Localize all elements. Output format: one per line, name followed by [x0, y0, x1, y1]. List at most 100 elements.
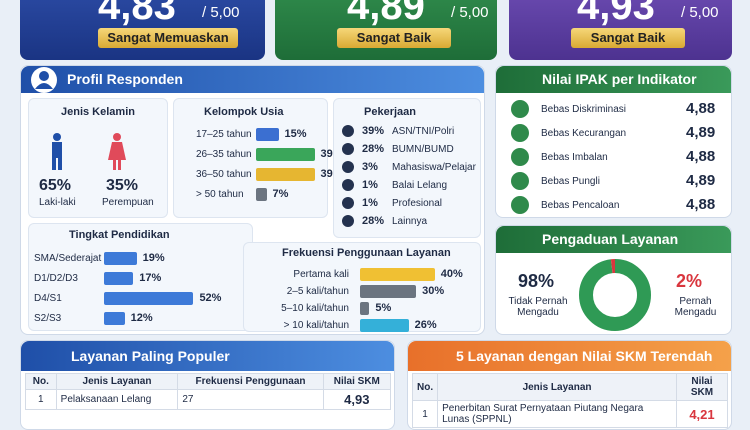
section-title: Jenis Kelamin: [61, 106, 135, 118]
label: Bebas Diskriminasi: [541, 104, 627, 115]
value-label: 17%: [139, 272, 162, 284]
icon: [511, 124, 529, 142]
bar: [104, 272, 134, 285]
gender-icons: [52, 133, 126, 170]
value: 4,88: [686, 196, 716, 213]
score: 4,83: [98, 0, 176, 28]
header-cell: Jenis Layanan: [437, 373, 677, 401]
cell: 1: [25, 389, 57, 410]
gender-box: Jenis Kelamin 65% Laki-laki 35% Perempua…: [28, 98, 168, 218]
category: 17–25 tahun: [196, 129, 252, 140]
bar: [104, 312, 125, 325]
section-title: Frekuensi Penggunaan Layanan: [282, 247, 451, 259]
label: Pernah Mengadu: [674, 296, 717, 318]
populer-panel: Layanan Paling Populer No. Jenis Layanan F…: [20, 340, 395, 430]
score-scale: / 5,00: [451, 4, 489, 21]
terendah-panel: 5 Layanan dengan Nilai SKM Terendah No. J…: [407, 340, 732, 430]
icon: [31, 67, 57, 93]
header-row: No. Jenis Layanan Nilai SKM: [411, 373, 729, 401]
label: Bebas Pencaloan: [541, 200, 620, 211]
frekuensi-box: Frekuensi Penggunaan Layanan Pertama kal…: [243, 242, 481, 332]
bar: [256, 128, 279, 141]
header-cell: Frekuensi Penggunaan: [177, 373, 324, 390]
pct: 35%: [106, 177, 139, 194]
label: ASN/TNI/Polri: [392, 126, 455, 137]
category: SMA/Sederajat: [34, 253, 102, 264]
value-label: 15%: [284, 128, 307, 140]
value-label: 19%: [142, 252, 165, 264]
header-cell: Nilai SKM: [675, 373, 729, 401]
category: 26–35 tahun: [196, 149, 252, 160]
label: BUMN/BUMD: [392, 144, 454, 155]
section-title: Tingkat Pendidikan: [69, 229, 170, 241]
bar: [104, 292, 194, 305]
value-label: 7%: [272, 188, 289, 200]
bar: [256, 168, 315, 181]
value-label: 12%: [130, 312, 153, 324]
icon: [511, 196, 529, 214]
value-label: 40%: [440, 268, 463, 280]
icon: [511, 148, 529, 166]
table: No. Jenis Layanan Frekuensi Penggunaan Nila…: [25, 373, 392, 410]
value-label: 26%: [414, 319, 437, 331]
header-row: No. Jenis Layanan Frekuensi Penggunaan Nila…: [25, 373, 392, 390]
pekerjaan-box: Pekerjaan 39% ASN/TNI/Polri 28% BUMN/BUMD 3%…: [333, 98, 481, 238]
value-label: 30%: [422, 285, 445, 297]
bar: [360, 268, 435, 281]
score-card: 4,83 / 5,00 Sangat Memuaskan: [20, 0, 265, 60]
category: 2–5 kali/tahun: [286, 286, 349, 297]
profil-panel: Profil Responden Jenis Kelamin 65% Laki-…: [20, 65, 485, 335]
value: 4,88: [686, 100, 716, 117]
label: Bebas Kecurangan: [541, 128, 627, 139]
score-card: 4,89 / 5,00 Sangat Baik: [275, 0, 497, 60]
row: 1 Pelaksanaan Lelang 27 4,93: [25, 389, 392, 410]
score: 4,93: [577, 0, 655, 28]
panel-title: Profil Responden: [21, 66, 484, 93]
donut: [579, 259, 651, 331]
value: 4,88: [686, 148, 716, 165]
rating: Sangat Baik: [571, 28, 685, 48]
bar: [360, 319, 409, 332]
label: Bebas Imbalan: [541, 152, 608, 163]
category: S2/S3: [34, 313, 62, 324]
pct: 39%: [362, 125, 385, 137]
rating: Sangat Memuaskan: [98, 28, 238, 48]
label: Lainnya: [392, 216, 428, 227]
category: > 10 kali/tahun: [283, 320, 349, 331]
bar: [256, 148, 315, 161]
bar: [256, 188, 267, 201]
category: 5–10 kali/tahun: [281, 303, 349, 314]
icon: [342, 125, 354, 137]
icon: [342, 161, 354, 173]
label: Balai Lelang: [392, 180, 448, 191]
icon: [511, 172, 529, 190]
cell: Penerbitan Surat Pernyataan Piutang Nega…: [437, 400, 677, 428]
pct: 1%: [362, 197, 378, 209]
header-cell: No.: [25, 373, 57, 390]
pengaduan-panel: Pengaduan Layanan 98% Tidak Pernah Menga…: [495, 225, 732, 335]
pct: 28%: [362, 143, 385, 155]
score-card: 4,93 / 5,00 Sangat Baik: [509, 0, 732, 60]
value-label: 52%: [199, 292, 222, 304]
table: No. Jenis Layanan Nilai SKM 1 Penerbitan Sur…: [411, 373, 729, 428]
category: D1/D2/D3: [34, 273, 78, 284]
header-cell: Jenis Layanan: [55, 373, 179, 390]
icon: [342, 197, 354, 209]
cell: Pelaksanaan Lelang: [55, 389, 179, 410]
panel-title: Nilai IPAK per Indikator: [496, 66, 731, 93]
section-title: Pekerjaan: [364, 106, 416, 118]
label: Mahasiswa/Pelajar: [392, 162, 476, 173]
pct: 2%: [676, 271, 703, 291]
bar: [360, 285, 417, 298]
category: D4/S1: [34, 293, 62, 304]
usia-box: Kelompok Usia 17–25 tahun 15% 26–35 tahun 3…: [173, 98, 343, 218]
pct: 98%: [518, 271, 555, 291]
pct: 28%: [362, 215, 385, 227]
label: Tidak Pernah Mengadu: [508, 296, 568, 318]
panel-title: Layanan Paling Populer: [21, 341, 394, 371]
value: 4,89: [686, 172, 716, 189]
pct: 1%: [362, 179, 378, 191]
header-cell: No.: [411, 373, 439, 401]
cell: 27: [177, 389, 324, 410]
pct: 3%: [362, 161, 378, 173]
